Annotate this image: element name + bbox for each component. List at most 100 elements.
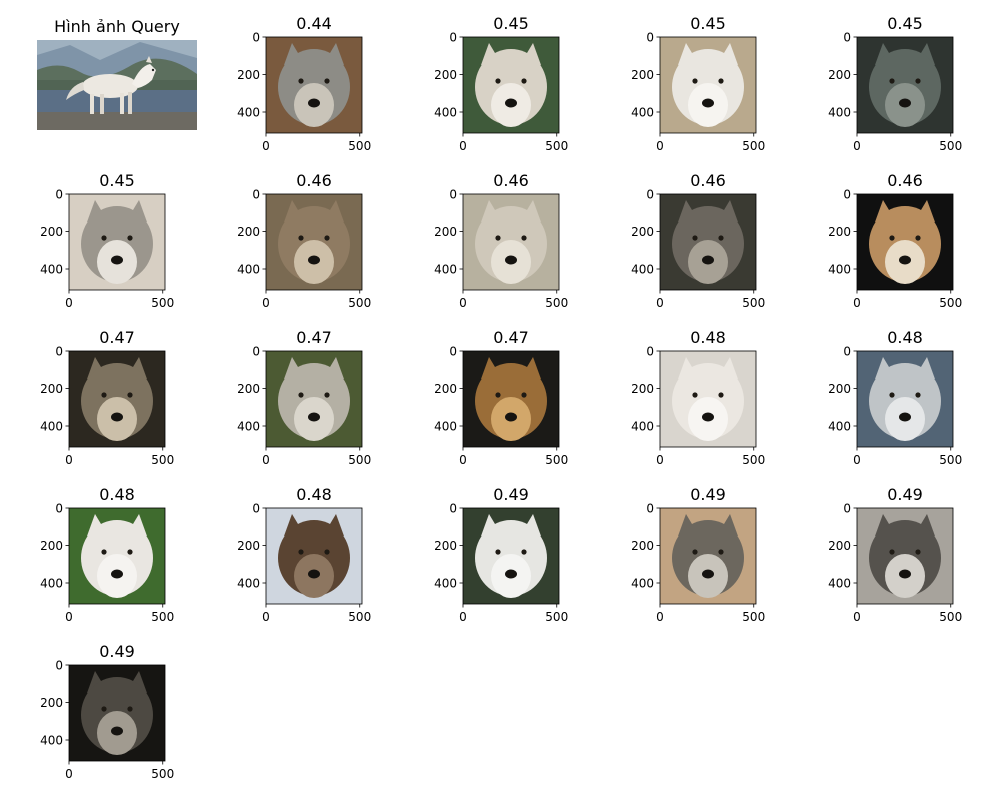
x-tick-label: 500: [742, 610, 765, 624]
result-score: 0.49: [887, 485, 923, 504]
y-tick-label: 400: [828, 263, 851, 277]
x-tick-label: 0: [656, 296, 664, 310]
result-score: 0.45: [887, 14, 923, 33]
y-tick-label: 0: [252, 345, 260, 359]
y-tick-label: 400: [631, 577, 654, 591]
x-tick-label: 500: [742, 453, 765, 467]
x-tick-label: 0: [262, 139, 270, 153]
y-tick-label: 400: [631, 263, 654, 277]
result-score: 0.47: [99, 328, 135, 347]
x-tick-label: 0: [656, 139, 664, 153]
result-score: 0.48: [690, 328, 726, 347]
wolf-face-image: [463, 37, 559, 133]
wolf-face-image: [660, 351, 756, 447]
nose-shape: [111, 726, 123, 736]
y-tick-label: 400: [40, 263, 63, 277]
y-tick-label: 0: [843, 188, 851, 202]
nose-shape: [111, 412, 123, 422]
left-eye-shape: [495, 235, 501, 241]
y-tick-label: 200: [40, 382, 63, 396]
y-tick-label: 200: [434, 382, 457, 396]
y-tick-label: 0: [449, 31, 457, 45]
left-eye-shape: [298, 78, 304, 84]
x-tick-label: 0: [459, 453, 467, 467]
result-panel: 0.47 0 200 400 0 500: [40, 328, 174, 467]
y-tick-label: 400: [631, 106, 654, 120]
y-tick-label: 0: [252, 188, 260, 202]
x-tick-label: 500: [348, 296, 371, 310]
axes-frame: [659, 507, 757, 605]
result-score: 0.45: [690, 14, 726, 33]
x-tick-label: 500: [939, 296, 962, 310]
y-tick-label: 0: [252, 31, 260, 45]
y-tick-label: 400: [40, 420, 63, 434]
x-tick-label: 500: [545, 610, 568, 624]
x-tick-label: 0: [262, 296, 270, 310]
result-score: 0.48: [887, 328, 923, 347]
y-tick-label: 400: [631, 420, 654, 434]
right-eye-shape: [915, 549, 921, 555]
x-tick-label: 500: [742, 296, 765, 310]
wolf-face-image: [69, 508, 165, 604]
wolf-face-image: [660, 37, 756, 133]
wolf-face-image: [463, 351, 559, 447]
right-eye-shape: [324, 549, 330, 555]
y-tick-label: 0: [55, 188, 63, 202]
result-score: 0.46: [296, 171, 332, 190]
x-tick-label: 0: [656, 610, 664, 624]
results-grid: 0.44 0 200 400 0 500 0.45 0 200 400 0 500 0.45 0 200 40…: [40, 14, 962, 781]
axes-frame: [68, 664, 166, 762]
x-tick-label: 0: [853, 296, 861, 310]
axes-frame: [68, 193, 166, 291]
x-tick-label: 0: [65, 610, 73, 624]
result-panel: 0.45 0 200 400 0 500: [828, 14, 962, 153]
x-tick-label: 500: [742, 139, 765, 153]
result-score: 0.46: [690, 171, 726, 190]
axes-frame: [856, 36, 954, 134]
wolf-face-image: [266, 194, 362, 290]
wolf-face-image: [660, 194, 756, 290]
right-eye-shape: [127, 549, 133, 555]
left-eye-shape: [692, 235, 698, 241]
y-tick-label: 400: [237, 263, 260, 277]
x-tick-label: 0: [853, 453, 861, 467]
y-tick-label: 400: [828, 577, 851, 591]
y-tick-label: 400: [828, 420, 851, 434]
y-tick-label: 200: [237, 68, 260, 82]
x-tick-label: 0: [262, 453, 270, 467]
result-panel: 0.46 0 200 400 0 500: [631, 171, 765, 310]
x-tick-label: 500: [151, 296, 174, 310]
result-panel: 0.47 0 200 400 0 500: [434, 328, 568, 467]
y-tick-label: 0: [646, 345, 654, 359]
y-tick-label: 400: [828, 106, 851, 120]
axes-frame: [265, 193, 363, 291]
axes-frame: [462, 193, 560, 291]
y-tick-label: 200: [237, 382, 260, 396]
axes-frame: [462, 36, 560, 134]
left-eye-shape: [101, 549, 107, 555]
x-tick-label: 0: [853, 610, 861, 624]
x-tick-label: 0: [459, 296, 467, 310]
nose-shape: [505, 412, 517, 422]
wolf-standing-icon: [66, 56, 156, 114]
right-eye-shape: [718, 78, 724, 84]
left-eye-shape: [889, 78, 895, 84]
result-score: 0.46: [887, 171, 923, 190]
nose-shape: [111, 569, 123, 579]
y-tick-label: 0: [449, 502, 457, 516]
y-tick-label: 200: [828, 539, 851, 553]
wolf-face-image: [660, 508, 756, 604]
nose-shape: [702, 412, 714, 422]
result-panel: 0.47 0 200 400 0 500: [237, 328, 371, 467]
axes-frame: [856, 350, 954, 448]
result-score: 0.49: [493, 485, 529, 504]
left-eye-shape: [101, 392, 107, 398]
result-panel: 0.48 0 200 400 0 500: [631, 328, 765, 467]
x-tick-label: 0: [65, 453, 73, 467]
nose-shape: [505, 569, 517, 579]
nose-shape: [702, 569, 714, 579]
y-tick-label: 0: [252, 502, 260, 516]
result-score: 0.48: [99, 485, 135, 504]
result-panel: 0.48 0 200 400 0 500: [237, 485, 371, 624]
right-eye-shape: [521, 235, 527, 241]
